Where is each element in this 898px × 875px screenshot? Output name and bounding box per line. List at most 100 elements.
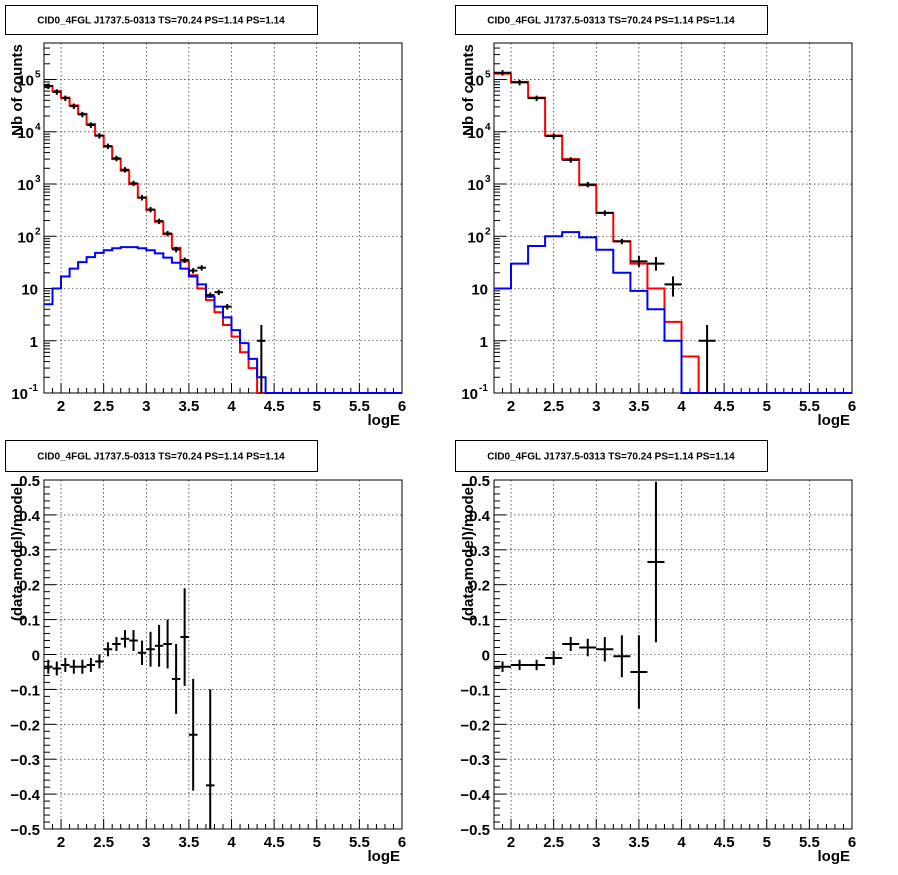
y-tick-label: 10 bbox=[11, 386, 28, 403]
data-point bbox=[95, 133, 104, 139]
histogram-series-2 bbox=[44, 246, 402, 394]
data-point bbox=[154, 218, 164, 225]
chart-title: CID0_4FGL J1737.5-0313 TS=70.24 PS=1.14 … bbox=[37, 452, 285, 463]
y-tick-label: 10 bbox=[471, 282, 488, 299]
data-point bbox=[613, 238, 631, 245]
data-point bbox=[698, 325, 716, 393]
data-point bbox=[545, 133, 563, 139]
y-axis-label: (data-model)/model bbox=[460, 483, 477, 621]
data-point bbox=[103, 642, 113, 657]
histogram-series-2 bbox=[494, 231, 852, 394]
data-point bbox=[528, 659, 546, 671]
x-tick-label: 4 bbox=[227, 398, 236, 415]
x-tick-label: 4.5 bbox=[714, 834, 735, 851]
y-tick-label: −0.5 bbox=[10, 822, 40, 839]
y-tick-label: 1 bbox=[30, 334, 38, 351]
data-point bbox=[511, 79, 529, 86]
data-point bbox=[112, 637, 121, 652]
data-point bbox=[171, 246, 181, 253]
x-tick-label: 5 bbox=[313, 834, 321, 851]
y-tick-exponent: 5 bbox=[485, 70, 491, 81]
y-tick-label: 0.5 bbox=[19, 473, 40, 490]
data-point bbox=[120, 167, 130, 173]
y-tick-label: 10 bbox=[467, 73, 484, 90]
y-tick-exponent: 5 bbox=[35, 70, 41, 81]
y-tick-label: 0 bbox=[482, 648, 490, 665]
data-point bbox=[647, 481, 665, 643]
y-tick-label: −0.2 bbox=[460, 717, 490, 734]
data-point bbox=[171, 644, 181, 714]
y-tick-label: 10 bbox=[461, 386, 478, 403]
x-tick-label: 3.5 bbox=[178, 398, 199, 415]
chart-panel-1: CID0_4FGL J1737.5-0313 TS=70.24 PS=1.14 … bbox=[5, 5, 406, 429]
data-point bbox=[154, 624, 164, 667]
y-tick-label: 0.4 bbox=[469, 508, 491, 525]
x-axis-label: logE bbox=[818, 412, 851, 429]
x-axis-label: logE bbox=[818, 848, 851, 865]
x-tick-label: 2 bbox=[507, 398, 515, 415]
data-point bbox=[120, 630, 130, 648]
y-tick-exponent: 2 bbox=[35, 226, 41, 237]
x-tick-label: 3.5 bbox=[178, 834, 199, 851]
y-tick-label: 10 bbox=[467, 177, 484, 194]
x-tick-label: 5 bbox=[313, 398, 321, 415]
data-point bbox=[180, 257, 189, 263]
data-point bbox=[129, 180, 138, 187]
data-point bbox=[44, 659, 53, 674]
data-point bbox=[146, 206, 155, 213]
data-point bbox=[188, 268, 198, 274]
x-tick-label: 3 bbox=[592, 834, 600, 851]
data-point bbox=[137, 195, 147, 201]
y-tick-exponent: -1 bbox=[29, 383, 38, 394]
y-tick-label: 10 bbox=[467, 125, 484, 142]
data-point bbox=[163, 619, 172, 669]
y-tick-exponent: 4 bbox=[485, 122, 491, 133]
y-tick-label: 0.5 bbox=[469, 473, 490, 490]
y-tick-label: −0.4 bbox=[10, 787, 40, 804]
data-point bbox=[257, 325, 266, 393]
data-point bbox=[163, 230, 172, 237]
data-point bbox=[630, 255, 648, 267]
x-tick-label: 4.5 bbox=[714, 398, 735, 415]
x-tick-label: 3 bbox=[142, 398, 150, 415]
x-tick-label: 5.5 bbox=[799, 834, 820, 851]
data-point bbox=[613, 635, 631, 678]
chart-title: CID0_4FGL J1737.5-0313 TS=70.24 PS=1.14 … bbox=[487, 16, 735, 27]
y-tick-label: 0.3 bbox=[469, 543, 490, 560]
x-tick-label: 6 bbox=[398, 834, 406, 851]
x-tick-label: 4.5 bbox=[264, 398, 285, 415]
data-point bbox=[494, 70, 512, 76]
y-tick-label: 0.3 bbox=[19, 543, 40, 560]
x-axis-label: logE bbox=[368, 848, 401, 865]
y-tick-label: 10 bbox=[21, 282, 38, 299]
x-tick-label: 2.5 bbox=[543, 398, 564, 415]
x-tick-label: 2.5 bbox=[93, 834, 114, 851]
x-tick-label: 2 bbox=[507, 834, 515, 851]
data-point bbox=[86, 657, 96, 672]
y-tick-label: 0.1 bbox=[19, 613, 40, 630]
x-tick-label: 4.5 bbox=[264, 834, 285, 851]
data-point bbox=[52, 89, 62, 95]
data-point bbox=[528, 95, 546, 102]
y-tick-label: −0.5 bbox=[460, 822, 490, 839]
data-point bbox=[494, 661, 512, 672]
x-tick-label: 2 bbox=[57, 834, 65, 851]
chart-panel-3: CID0_4FGL J1737.5-0313 TS=70.24 PS=1.14 … bbox=[5, 440, 406, 865]
y-tick-exponent: 2 bbox=[485, 226, 491, 237]
data-point bbox=[562, 637, 580, 652]
data-point bbox=[69, 659, 79, 674]
data-point bbox=[579, 181, 597, 188]
x-tick-label: 3 bbox=[592, 398, 600, 415]
data-point bbox=[129, 630, 138, 652]
x-tick-label: 6 bbox=[848, 834, 856, 851]
x-tick-label: 2.5 bbox=[93, 398, 114, 415]
x-tick-label: 3.5 bbox=[628, 834, 649, 851]
y-tick-label: 0.1 bbox=[469, 613, 490, 630]
y-tick-label: 0 bbox=[32, 648, 40, 665]
y-tick-label: −0.3 bbox=[460, 752, 490, 769]
data-point bbox=[103, 143, 113, 150]
y-axis-label: (data-model)/model bbox=[9, 483, 26, 621]
chart-title-box bbox=[455, 5, 768, 35]
chart-title: CID0_4FGL J1737.5-0313 TS=70.24 PS=1.14 … bbox=[37, 16, 285, 27]
data-point bbox=[579, 638, 597, 657]
